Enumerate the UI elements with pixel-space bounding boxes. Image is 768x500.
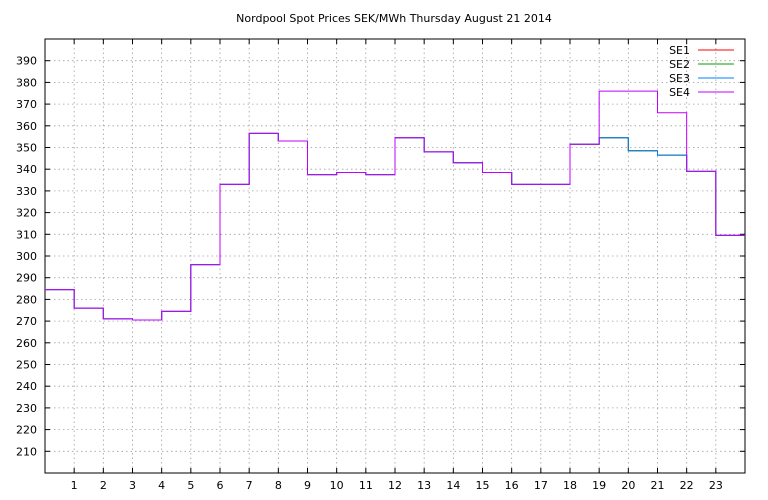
x-tick-label: 7 — [246, 479, 253, 492]
x-tick-label: 8 — [275, 479, 282, 492]
x-tick-label: 3 — [129, 479, 136, 492]
y-tick-label: 270 — [16, 315, 37, 328]
y-tick-label: 210 — [16, 445, 37, 458]
x-tick-label: 23 — [709, 479, 723, 492]
series-group — [45, 90, 745, 321]
y-tick-label: 300 — [16, 250, 37, 263]
y-tick-label: 320 — [16, 207, 37, 220]
x-tick-label: 5 — [187, 479, 194, 492]
y-tick-label: 390 — [16, 55, 37, 68]
legend-label-se4: SE4 — [669, 86, 690, 99]
y-tick-label: 220 — [16, 424, 37, 437]
plot-border — [44, 38, 746, 474]
x-tick-label: 13 — [417, 479, 431, 492]
x-tick-label: 18 — [563, 479, 577, 492]
y-tick-label: 380 — [16, 76, 37, 89]
x-tick-label: 17 — [534, 479, 548, 492]
y-tick-label: 310 — [16, 228, 37, 241]
y-tick-label: 340 — [16, 163, 37, 176]
y-tick-label: 250 — [16, 359, 37, 372]
y-tick-label: 350 — [16, 142, 37, 155]
x-tick-label: 2 — [100, 479, 107, 492]
grid-lines — [45, 39, 745, 473]
y-tick-label: 280 — [16, 293, 37, 306]
x-tick-label: 16 — [505, 479, 519, 492]
y-tick-label: 240 — [16, 380, 37, 393]
x-tick-label: 21 — [651, 479, 665, 492]
x-tick-label: 1 — [71, 479, 78, 492]
y-tick-label: 360 — [16, 120, 37, 133]
x-tick-label: 20 — [621, 479, 635, 492]
x-tick-label: 22 — [680, 479, 694, 492]
x-tick-label: 19 — [592, 479, 606, 492]
x-tick-label: 9 — [304, 479, 311, 492]
y-tick-label: 260 — [16, 337, 37, 350]
x-tick-label: 11 — [359, 479, 373, 492]
y-tick-label: 330 — [16, 185, 37, 198]
y-tick-label: 290 — [16, 272, 37, 285]
series-line-se4 — [45, 90, 745, 321]
x-tick-label: 12 — [388, 479, 402, 492]
legend-label-se1: SE1 — [669, 44, 690, 57]
legend-label-se2: SE2 — [669, 58, 690, 71]
y-tick-label: 370 — [16, 98, 37, 111]
x-tick-label: 10 — [330, 479, 344, 492]
x-tick-label: 14 — [446, 479, 460, 492]
axes: 2102202302402502602702802903003103203303… — [16, 38, 746, 492]
x-tick-label: 4 — [158, 479, 165, 492]
x-tick-label: 6 — [217, 479, 224, 492]
chart-title: Nordpool Spot Prices SEK/MWh Thursday Au… — [236, 12, 552, 25]
legend-label-se3: SE3 — [669, 72, 690, 85]
y-tick-label: 230 — [16, 402, 37, 415]
x-tick-label: 15 — [476, 479, 490, 492]
